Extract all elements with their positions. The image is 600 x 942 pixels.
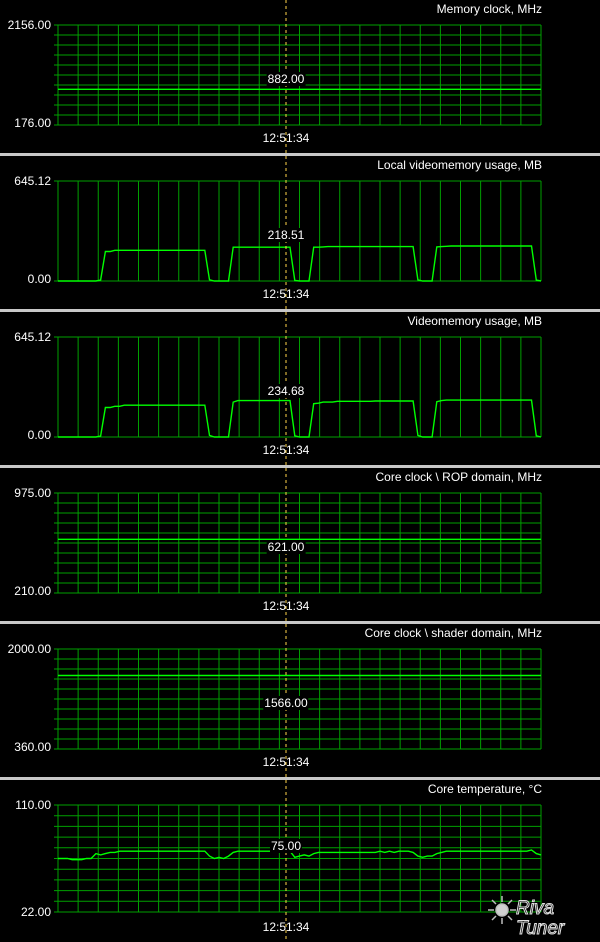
cursor-time: 12:51:34 [262, 131, 310, 145]
cursor-time: 12:51:34 [262, 287, 310, 301]
y-min-label: 176.00 [14, 116, 51, 130]
y-max-label: 2156.00 [7, 18, 51, 32]
graph-title: Memory clock, MHz [436, 2, 542, 16]
data-series-line [58, 399, 542, 438]
current-value: 75.00 [269, 839, 303, 853]
current-value: 218.51 [266, 228, 306, 242]
y-max-label: 645.12 [14, 330, 51, 344]
graph-title: Core temperature, °C [427, 782, 542, 796]
current-value: 882.00 [266, 72, 306, 86]
graph-title: Videomemory usage, MB [407, 314, 542, 328]
y-min-label: 22.00 [20, 905, 51, 919]
graph-title: Local videomemory usage, MB [377, 158, 542, 172]
panel-divider[interactable] [0, 465, 600, 468]
local-videomemory-usage-plot [54, 156, 542, 309]
videomemory-usage-graph[interactable]: Videomemory usage, MB 645.12 0.00 234.68… [0, 312, 600, 465]
y-min-label: 210.00 [14, 584, 51, 598]
core-temperature-plot [54, 780, 542, 942]
cursor-time: 12:51:34 [262, 443, 310, 457]
data-series-line [58, 849, 542, 861]
data-series-line [58, 245, 542, 282]
panel-divider[interactable] [0, 309, 600, 312]
current-value: 1566.00 [263, 696, 309, 710]
current-value: 234.68 [266, 384, 306, 398]
svg-text:Tuner: Tuner [516, 918, 565, 939]
y-max-label: 110.00 [15, 798, 51, 812]
memory-clock-plot [54, 0, 542, 153]
local-videomemory-usage-graph[interactable]: Local videomemory usage, MB 645.12 0.00 … [0, 156, 600, 309]
current-value: 621.00 [266, 540, 306, 554]
svg-text:Riva: Riva [516, 898, 554, 919]
rivatuner-logo: Riva Tuner [488, 896, 565, 940]
panel-divider[interactable] [0, 777, 600, 780]
videomemory-usage-plot [54, 312, 542, 465]
graph-title: Core clock \ shader domain, MHz [364, 626, 542, 640]
y-min-label: 0.00 [27, 272, 51, 286]
y-max-label: 645.12 [14, 174, 51, 188]
core-clock-shader-graph[interactable]: Core clock \ shader domain, MHz 2000.00 … [0, 624, 600, 777]
graph-title: Core clock \ ROP domain, MHz [375, 470, 543, 484]
core-temperature-graph[interactable]: Core temperature, °C 110.00 22.00 75.00 … [0, 780, 600, 942]
cursor-time: 12:51:34 [262, 920, 310, 934]
panel-divider[interactable] [0, 621, 600, 624]
cursor-time: 12:51:34 [262, 599, 310, 613]
y-max-label: 2000.00 [7, 642, 51, 656]
y-min-label: 0.00 [27, 428, 51, 442]
y-max-label: 975.00 [14, 486, 51, 500]
cursor-time: 12:51:34 [262, 755, 310, 769]
core-clock-rop-graph[interactable]: Core clock \ ROP domain, MHz 975.00 210.… [0, 468, 600, 621]
memory-clock-graph[interactable]: Memory clock, MHz 2156.00 176.00 882.00 … [0, 0, 600, 153]
panel-divider[interactable] [0, 153, 600, 156]
y-min-label: 360.00 [14, 740, 51, 754]
core-clock-rop-plot [54, 468, 542, 621]
